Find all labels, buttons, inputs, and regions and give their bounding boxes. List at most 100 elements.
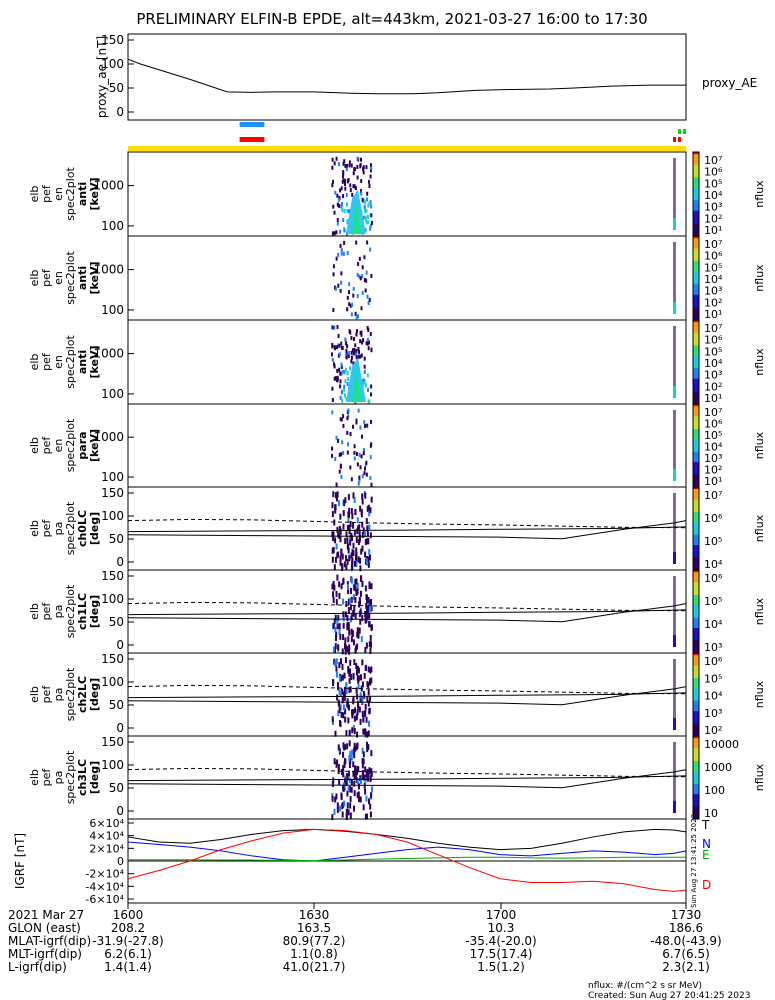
spectrogram-cell [352, 761, 355, 768]
colorbar-cell [693, 619, 699, 623]
spectrogram-cell [341, 663, 344, 670]
spectrogram-cell [342, 218, 345, 223]
colorbar-cell [693, 704, 699, 708]
ae-legend: proxy_AE [702, 76, 757, 90]
colorbar-cell [693, 775, 699, 778]
spectrogram-cell [353, 790, 356, 797]
colorbar-cell [693, 364, 699, 367]
spectrogram-cell [336, 345, 339, 350]
colorbar-cell [693, 530, 699, 534]
spectrogram-cell [334, 286, 337, 291]
spectrogram-cell [356, 709, 359, 716]
colorbar-cell [693, 259, 699, 262]
spectrogram-cell [357, 314, 360, 319]
edge-stripe [673, 801, 676, 813]
colorbar-cell [693, 414, 699, 417]
spectrogram-cell [358, 349, 361, 354]
colorbar-cell [693, 447, 699, 451]
spectrogram-cell [355, 451, 358, 456]
spectrogram-cell [348, 729, 351, 736]
colorbar-label: 10⁵ [704, 261, 722, 274]
spectrogram-cell [340, 345, 343, 350]
spectrogram-cell [370, 347, 373, 352]
colorbar-cell [693, 317, 699, 321]
ytick-label: 100 [101, 675, 124, 689]
spectrogram-cell [355, 348, 358, 353]
colorbar-cell [693, 709, 699, 712]
colorbar-label: 10¹ [704, 224, 722, 237]
spectrogram-cell [358, 530, 361, 537]
spectrogram-cell [338, 352, 341, 357]
colorbar-cell [693, 563, 699, 567]
ephem-value: -35.4(-20.0) [465, 934, 536, 948]
spectrogram-cell [347, 636, 350, 643]
spectrogram-cell [359, 276, 362, 281]
spectrogram-cell [364, 383, 367, 388]
panel-ylabel: [keV] [88, 177, 101, 210]
spectrogram-cell [345, 193, 348, 198]
spectrogram-cell [367, 689, 370, 696]
spectrogram-cell [354, 186, 357, 191]
spectrogram-cell [340, 417, 343, 422]
spectrogram-cell [361, 532, 364, 539]
spectrogram-cell [342, 178, 345, 183]
panel-ylabel: pef [40, 685, 53, 704]
spectrogram-cell [332, 272, 335, 277]
colorbar-cell [693, 783, 699, 787]
spectrogram-cell [344, 716, 347, 723]
spectrogram-cell [370, 624, 373, 631]
ae-ylabel: proxy_ae [nT] [95, 36, 109, 118]
spectrogram-cell [361, 545, 364, 552]
spectrogram-core [352, 370, 362, 402]
spectrogram-cell [356, 731, 359, 738]
spectrogram-cell [357, 683, 360, 690]
colorbar-label: 1000 [704, 761, 732, 774]
spectrogram-cell [366, 423, 369, 428]
colorbar-cell [693, 468, 699, 471]
spectrogram-cell [347, 624, 350, 631]
spectrogram-cell [335, 482, 338, 487]
spectrogram-cell [344, 648, 347, 655]
spectrogram-cell [367, 301, 370, 306]
ae-line [127, 58, 686, 95]
spectrogram-cell [353, 715, 356, 722]
spectrogram-cell [337, 551, 340, 558]
spectrogram-cell [363, 356, 366, 361]
spectrogram-cell [360, 157, 363, 162]
spectrogram-panel: elb pef pa spec2plot ch1LC [deg]150 100 50 0 10⁶ 1… [28, 569, 766, 655]
spectrogram-cell [355, 669, 358, 676]
spectrogram-cell [332, 777, 335, 784]
colorbar-label: 10⁶ [704, 572, 723, 585]
spectrogram-cell [331, 344, 334, 349]
spectrogram-cell [344, 555, 347, 562]
colorbar-cell [693, 158, 699, 161]
colorbar-cell [693, 315, 699, 319]
spectrogram-cell [362, 691, 365, 698]
ytick-label: 0 [116, 804, 124, 818]
colorbar-cell [693, 385, 699, 388]
spectrogram-cell [347, 717, 350, 724]
spectrogram-cell [363, 255, 366, 260]
colorbar-label: 10 [704, 807, 718, 820]
colorbar-title: nflux [753, 763, 766, 791]
spectrogram-cell [361, 274, 364, 279]
spectrogram-cell [336, 193, 339, 198]
spectrogram-cell [333, 161, 336, 166]
colorbar-cell [693, 787, 699, 791]
spectrogram-cell [332, 591, 335, 598]
igrf-ylabel: IGRF [nT] [13, 833, 27, 889]
spectrogram-cell [332, 491, 335, 498]
ytick-label: 100 [101, 387, 124, 401]
spectrogram-cell [335, 658, 338, 665]
colorbar-title: nflux [753, 680, 766, 708]
spectrogram-cell [341, 674, 344, 681]
spectrogram-cell [335, 671, 338, 678]
spectrogram-cell [350, 508, 353, 515]
spectrogram-cell [348, 644, 351, 651]
spectrogram-cell [369, 223, 372, 228]
spectrogram-cell [356, 792, 359, 799]
panel-ylabel: pef [40, 268, 53, 287]
colorbar-cell [693, 677, 699, 681]
spectrogram-cell [367, 607, 370, 614]
colorbar-cell [693, 160, 699, 163]
